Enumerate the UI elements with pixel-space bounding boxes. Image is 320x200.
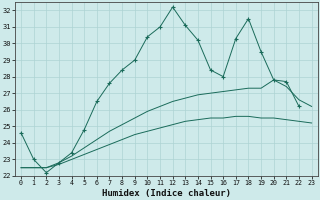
X-axis label: Humidex (Indice chaleur): Humidex (Indice chaleur) xyxy=(102,189,231,198)
